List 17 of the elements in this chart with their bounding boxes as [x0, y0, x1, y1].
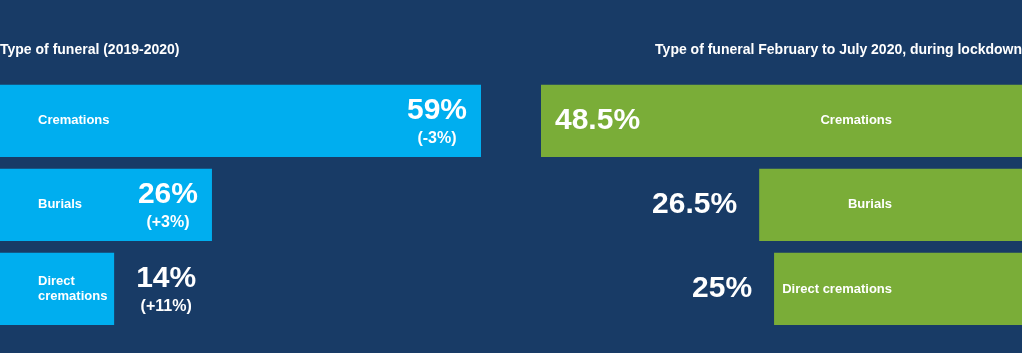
annotation: (-3%) [417, 129, 457, 147]
category-label: Direct cremations [782, 280, 892, 296]
category-label: Burials [847, 196, 892, 212]
category-label: Cremations [820, 112, 892, 128]
data-label: 25% [692, 270, 753, 304]
data-label: 14% [136, 260, 197, 294]
category-label: Burials [38, 196, 83, 212]
category-label: Cremations [38, 112, 110, 128]
chart-title: Type of funeral February to July 2020, during lockdown [655, 41, 1022, 58]
annotation: (+3%) [146, 213, 190, 231]
data-label: 59% [406, 92, 467, 126]
category-label: Direct cremations [38, 273, 108, 304]
annotation: (+11%) [140, 297, 192, 315]
data-label: 26% [137, 176, 198, 210]
data-label: 48.5% [554, 102, 641, 136]
chart-title: Type of funeral (2019-2020) [0, 41, 180, 58]
data-label: 26.5% [652, 186, 738, 220]
